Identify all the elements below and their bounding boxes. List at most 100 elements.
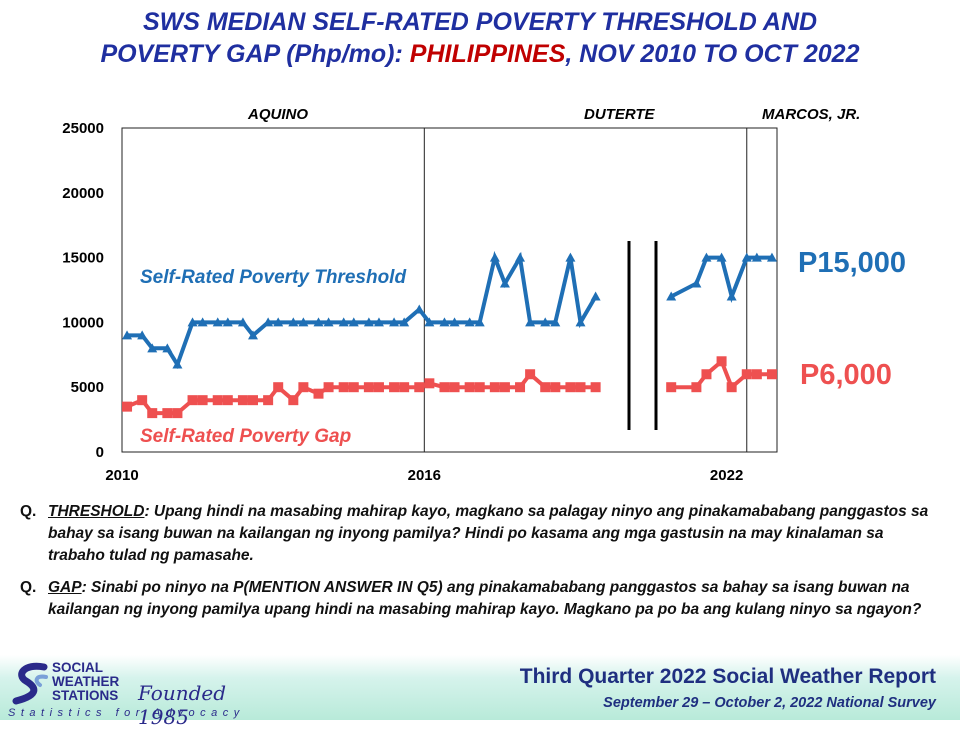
question-text-threshold: : Upang hindi na masabing mahirap kayo, … [48,503,929,564]
threshold-point [474,317,485,327]
threshold-point [222,317,233,327]
threshold-point [499,278,510,288]
gap-point [590,382,601,393]
gap-point [197,395,208,406]
threshold-point [716,252,727,262]
threshold-point [273,317,284,327]
threshold-point [439,317,450,327]
gap-end-value: P6,000 [800,359,892,391]
threshold-point [540,317,551,327]
threshold-point [187,317,198,327]
y-tick-label: 15000 [62,250,104,267]
founded-text: Founded 1985 [138,681,227,729]
logo-line-social: SOCIAL [52,660,104,675]
sws-swirl-icon [12,662,48,705]
threshold-point [298,317,309,327]
gap-point [338,382,349,393]
question-marker: Q. [20,503,37,520]
gap-point [363,382,374,393]
threshold-point [489,252,500,262]
title-line-1: SWS MEDIAN SELF-RATED POVERTY THRESHOLD … [142,8,818,36]
gap-point [348,382,359,393]
admin-label-duterte: DUTERTE [584,106,655,123]
logo-line-stations: STATIONS [52,688,119,703]
gap-point [137,395,148,406]
threshold-point [137,330,148,340]
threshold-point [701,252,712,262]
gap-point [691,382,702,393]
gap-point [323,382,334,393]
gap-point [540,382,551,393]
gap-point [298,382,309,393]
title-highlight: PHILIPPINES [409,40,566,68]
gap-point [766,369,777,380]
gap-point [424,378,435,389]
admin-label-marcos: MARCOS, JR. [762,106,861,123]
y-tick-label: 25000 [62,120,104,137]
threshold-point [741,252,752,262]
question-keyword-gap: GAP [48,579,82,596]
threshold-point [399,317,410,327]
gap-point [515,382,526,393]
threshold-point [172,359,183,369]
threshold-point [449,317,460,327]
gap-point [726,382,737,393]
logo-wordmark: SOCIAL WEATHER STATIONS [52,661,119,703]
threshold-point [550,317,561,327]
y-tick-label: 10000 [62,314,104,331]
gap-point [162,408,173,419]
gap-point [288,395,299,406]
threshold-point [323,317,334,327]
x-tick-label: 2010 [105,467,138,484]
footer: SOCIAL WEATHER STATIONS Founded 1985 Sta… [0,655,960,729]
threshold-point [389,317,400,327]
question-marker: Q. [20,579,37,596]
gap-point [701,369,712,380]
gap-point [565,382,576,393]
admin-label-aquino: AQUINO [248,106,308,123]
gap-point [741,369,752,380]
threshold-point [288,317,299,327]
survey-dates: September 29 – October 2, 2022 National … [603,695,936,711]
y-tick-label: 5000 [71,379,104,396]
threshold-point [313,317,324,327]
threshold-point [248,330,258,340]
logo-line-weather: WEATHER [52,674,120,689]
threshold-point [464,317,475,327]
gap-point [248,395,258,406]
threshold-point [766,252,777,262]
gap-point [147,408,158,419]
gap-point [716,356,727,367]
threshold-point [525,317,536,327]
threshold-point [363,317,374,327]
x-tick-label: 2022 [710,467,743,484]
gap-point [122,401,133,412]
threshold-point [147,343,158,353]
chart-title: SWS MEDIAN SELF-RATED POVERTY THRESHOLD … [0,6,960,70]
threshold-point [348,317,359,327]
gap-point [550,382,561,393]
threshold-point [373,317,384,327]
threshold-point [726,291,737,301]
threshold-point [590,291,601,301]
question-keyword-threshold: THRESHOLD [48,503,145,520]
threshold-point [212,317,223,327]
threshold-point [751,252,762,262]
gap-point [449,382,460,393]
gap-point [212,395,223,406]
gap-point [187,395,198,406]
gap-point [666,382,677,393]
threshold-point [691,278,702,288]
tagline: Statistics for Advocacy [8,707,245,719]
gap-point [172,408,183,419]
report-title: Third Quarter 2022 Social Weather Report [519,665,936,688]
gap-point [237,395,248,406]
threshold-point [197,317,208,327]
threshold-point [263,317,274,327]
threshold-point [122,330,133,340]
gap-point [474,382,485,393]
threshold-point [666,291,677,301]
threshold-point [338,317,349,327]
gap-point [575,382,586,393]
gap-point [313,388,324,399]
